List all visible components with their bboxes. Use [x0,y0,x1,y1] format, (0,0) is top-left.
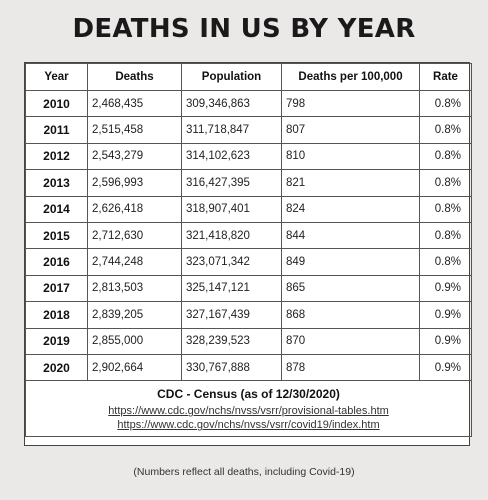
deaths-cell: 2,468,435 [87,89,182,118]
deaths-per-100k-cell: 821 [281,169,420,197]
deaths-per-100k-cell: 824 [281,195,420,223]
population-cell: 325,147,121 [181,274,282,303]
deaths-cell: 2,543,279 [87,142,182,171]
table-row: 2012 2,543,279 314,102,623 810 0.8% [25,142,472,171]
table-row: 2010 2,468,435 309,346,863 798 0.8% [25,89,472,118]
deaths-per-100k-cell: 810 [281,142,420,171]
population-cell: 330,767,888 [181,353,282,382]
source-link-provisional-tables[interactable]: https://www.cdc.gov/nchs/nvss/vsrr/provi… [108,405,389,418]
year-cell: 2019 [25,327,88,355]
deaths-per-100k-cell: 878 [281,353,420,382]
table-row: 2014 2,626,418 318,907,401 824 0.8% [25,195,472,223]
deaths-cell: 2,855,000 [87,327,182,355]
year-cell: 2017 [25,274,88,303]
population-cell: 316,427,395 [181,169,282,197]
table-row: 2018 2,839,205 327,167,439 868 0.9% [25,301,472,329]
source-link-covid19[interactable]: https://www.cdc.gov/nchs/nvss/vsrr/covid… [117,419,380,432]
header-rate: Rate [419,63,472,91]
table-row: 2017 2,813,503 325,147,121 865 0.9% [25,274,472,303]
table-row: 2019 2,855,000 328,239,523 870 0.9% [25,327,472,355]
deaths-cell: 2,515,458 [87,116,182,144]
deaths-per-100k-cell: 807 [281,116,420,144]
rate-cell: 0.8% [419,116,472,144]
year-cell: 2018 [25,301,88,329]
deaths-cell: 2,813,503 [87,274,182,303]
deaths-per-100k-cell: 870 [281,327,420,355]
rate-cell: 0.8% [419,221,472,250]
table-row: 2020 2,902,664 330,767,888 878 0.9% [25,353,472,382]
rate-cell: 0.8% [419,195,472,223]
deaths-cell: 2,902,664 [87,353,182,382]
population-cell: 328,239,523 [181,327,282,355]
year-cell: 2014 [25,195,88,223]
rate-cell: 0.8% [419,89,472,118]
source-title: CDC - Census (as of 12/30/2020) [157,387,340,402]
rate-cell: 0.9% [419,301,472,329]
deaths-table: Year Deaths Population Deaths per 100,00… [25,63,472,438]
year-cell: 2011 [25,116,88,144]
rate-cell: 0.8% [419,142,472,171]
rate-cell: 0.9% [419,353,472,382]
deaths-cell: 2,626,418 [87,195,182,223]
rate-cell: 0.8% [419,248,472,276]
deaths-per-100k-cell: 844 [281,221,420,250]
deaths-per-100k-cell: 865 [281,274,420,303]
year-cell: 2020 [25,353,88,382]
table-row: 2016 2,744,248 323,071,342 849 0.8% [25,248,472,276]
population-cell: 327,167,439 [181,301,282,329]
page-title: DEATHS IN US BY YEAR [72,14,416,44]
population-cell: 311,718,847 [181,116,282,144]
table-row: 2011 2,515,458 311,718,847 807 0.8% [25,116,472,144]
year-cell: 2013 [25,169,88,197]
rate-cell: 0.8% [419,169,472,197]
rate-cell: 0.9% [419,274,472,303]
deaths-cell: 2,839,205 [87,301,182,329]
deaths-per-100k-cell: 868 [281,301,420,329]
deaths-cell: 2,712,630 [87,221,182,250]
source-cell: CDC - Census (as of 12/30/2020) https://… [25,380,472,438]
population-cell: 309,346,863 [181,89,282,118]
header-deaths: Deaths [87,63,182,91]
header-deaths-per-100k: Deaths per 100,000 [281,63,420,91]
year-cell: 2015 [25,221,88,250]
year-cell: 2012 [25,142,88,171]
footnote: (Numbers reflect all deaths, including C… [133,466,355,478]
population-cell: 321,418,820 [181,221,282,250]
table-row: 2013 2,596,993 316,427,395 821 0.8% [25,169,472,197]
source-row: CDC - Census (as of 12/30/2020) https://… [25,380,472,438]
table-header-row: Year Deaths Population Deaths per 100,00… [25,63,472,91]
population-cell: 314,102,623 [181,142,282,171]
population-cell: 318,907,401 [181,195,282,223]
year-cell: 2010 [25,89,88,118]
deaths-per-100k-cell: 798 [281,89,420,118]
header-year: Year [25,63,88,91]
rate-cell: 0.9% [419,327,472,355]
table-row: 2015 2,712,630 321,418,820 844 0.8% [25,221,472,250]
year-cell: 2016 [25,248,88,276]
deaths-cell: 2,744,248 [87,248,182,276]
deaths-table-container: Year Deaths Population Deaths per 100,00… [24,62,472,446]
deaths-cell: 2,596,993 [87,169,182,197]
deaths-per-100k-cell: 849 [281,248,420,276]
header-population: Population [181,63,282,91]
population-cell: 323,071,342 [181,248,282,276]
